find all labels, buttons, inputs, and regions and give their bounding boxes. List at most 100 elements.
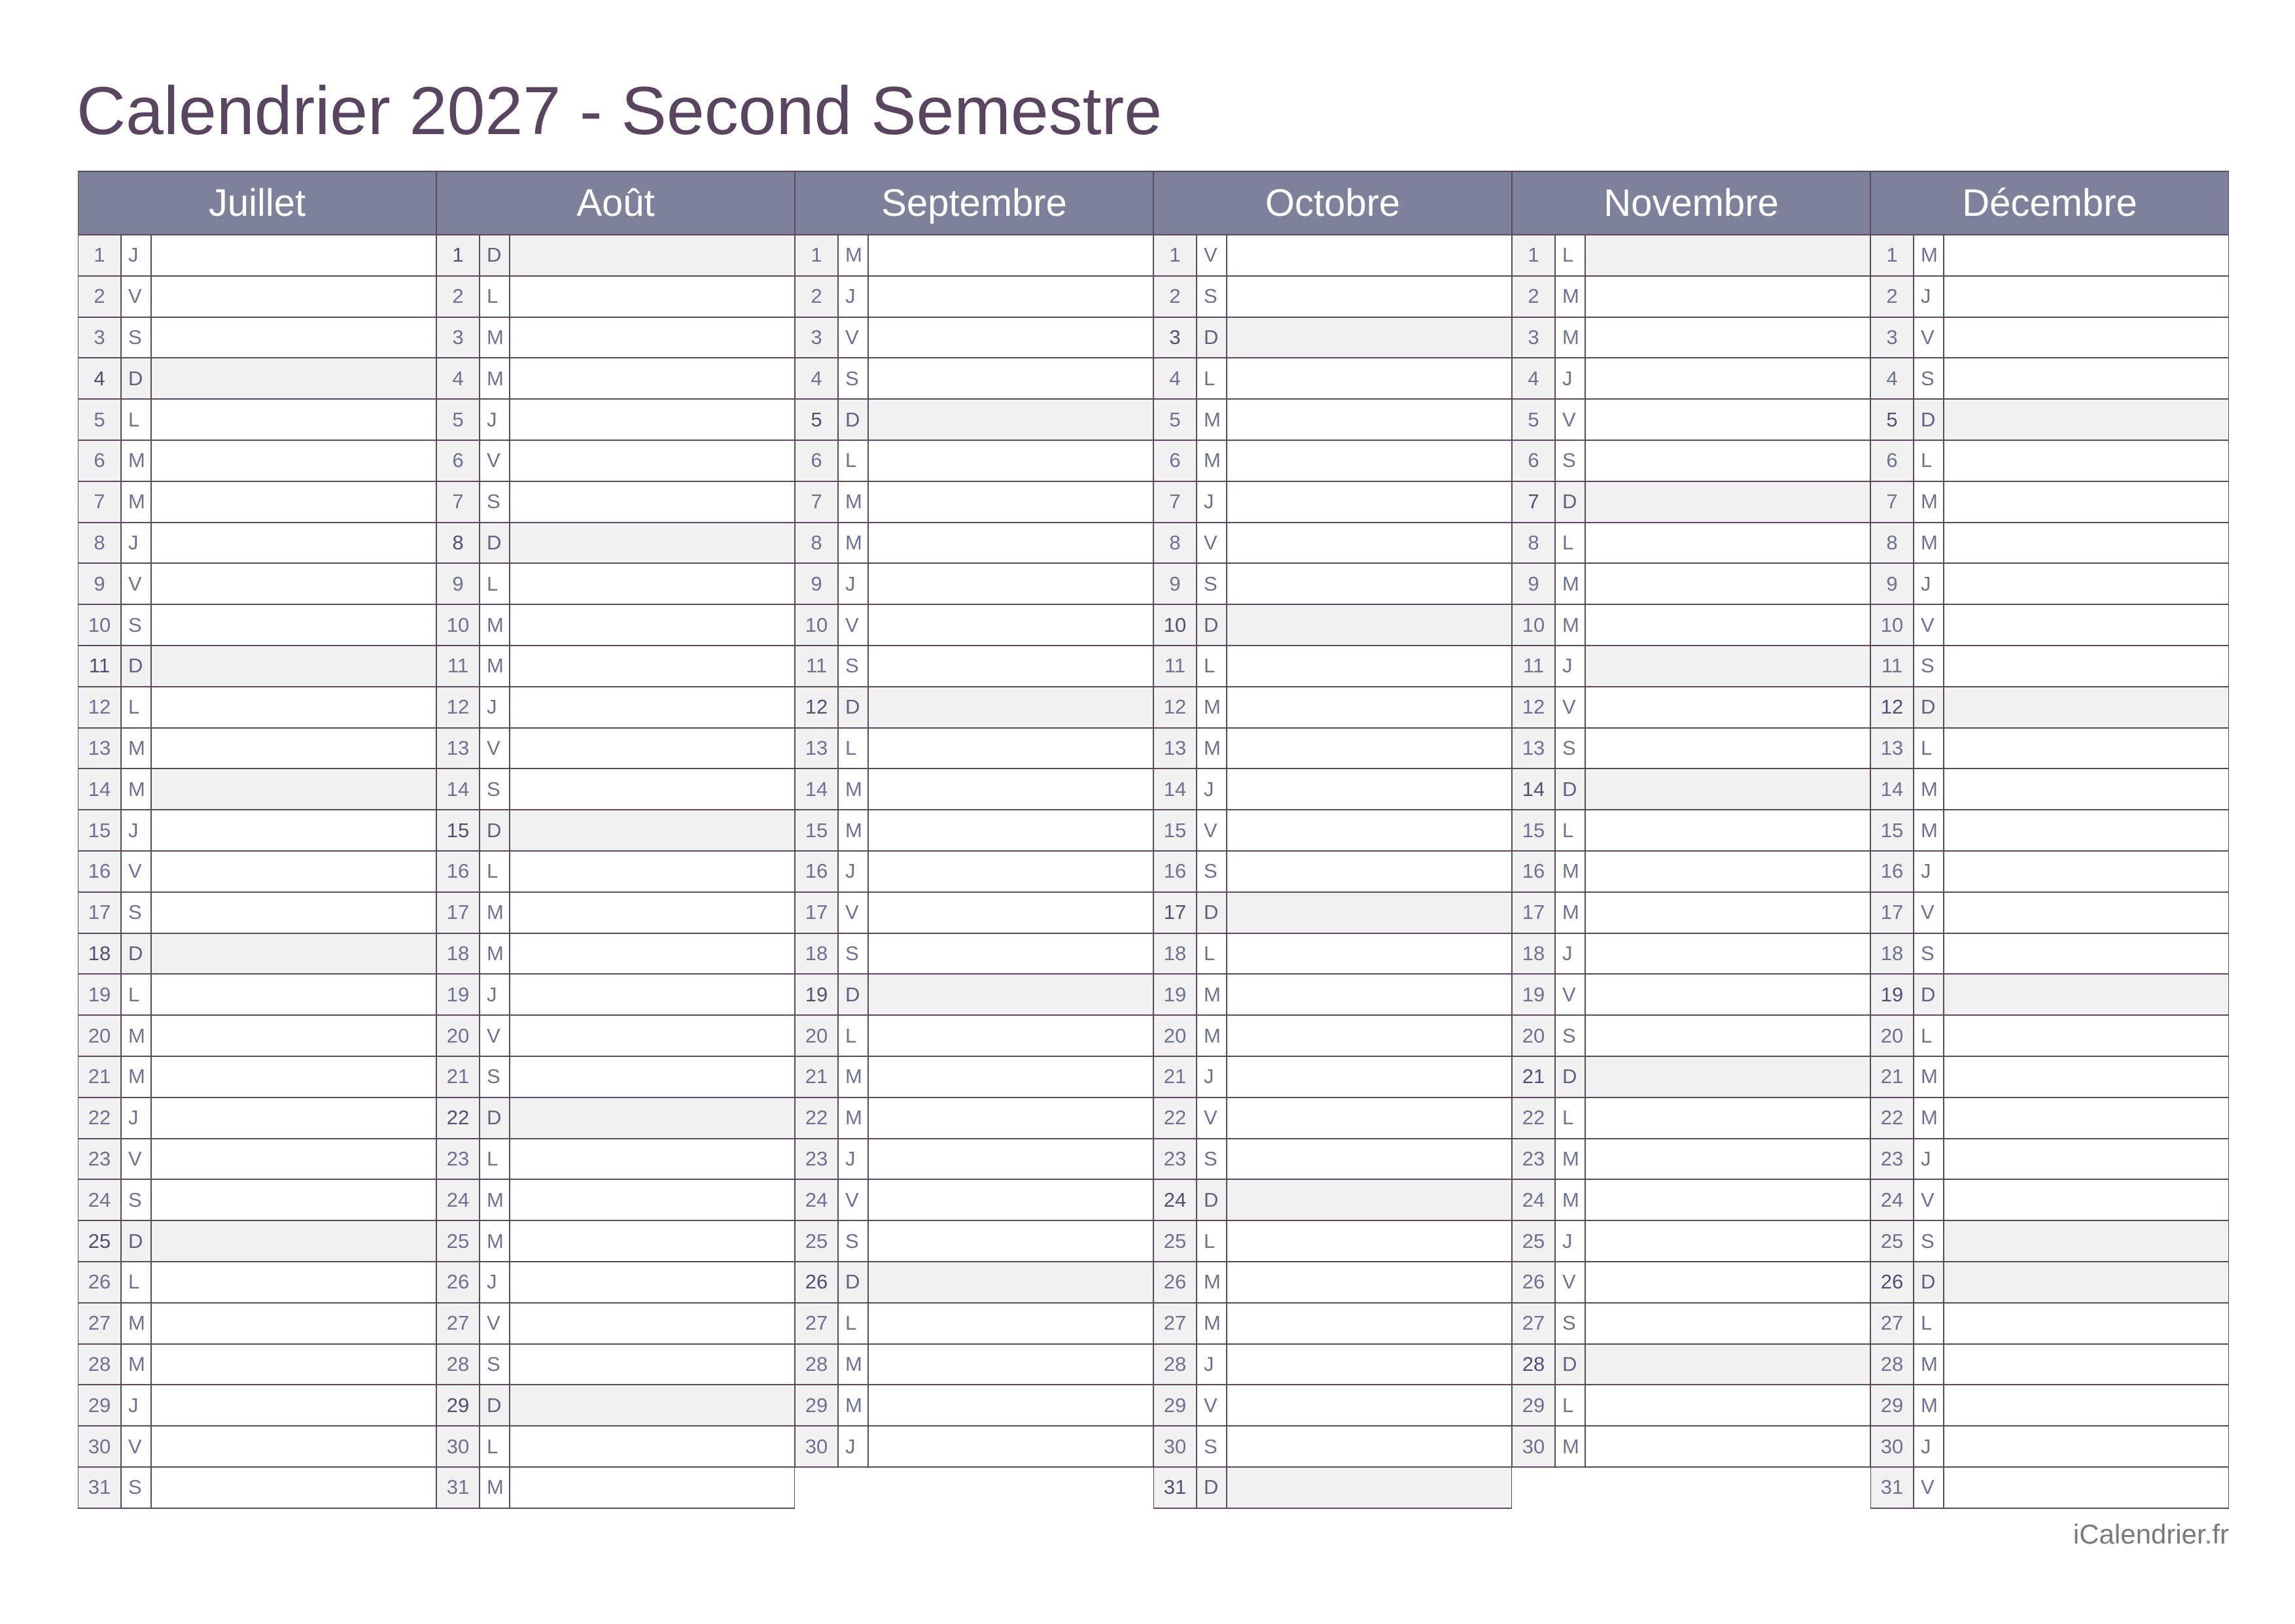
note-cell[interactable] xyxy=(510,523,794,563)
note-cell[interactable] xyxy=(1944,523,2228,563)
note-cell[interactable] xyxy=(1944,646,2228,686)
note-cell[interactable] xyxy=(1944,1344,2228,1385)
note-cell[interactable] xyxy=(1227,440,1511,481)
note-cell[interactable] xyxy=(1586,235,1870,275)
note-cell[interactable] xyxy=(1944,276,2228,317)
note-cell[interactable] xyxy=(1944,810,2228,850)
note-cell[interactable] xyxy=(152,605,436,645)
note-cell[interactable] xyxy=(152,1097,436,1138)
note-cell[interactable] xyxy=(1944,1262,2228,1302)
note-cell[interactable] xyxy=(152,975,436,1015)
note-cell[interactable] xyxy=(1586,358,1870,399)
note-cell[interactable] xyxy=(869,1426,1153,1466)
note-cell[interactable] xyxy=(1227,851,1511,891)
note-cell[interactable] xyxy=(1944,975,2228,1015)
note-cell[interactable] xyxy=(510,1467,794,1508)
note-cell[interactable] xyxy=(1227,687,1511,727)
note-cell[interactable] xyxy=(510,810,794,850)
note-cell[interactable] xyxy=(1227,317,1511,358)
note-cell[interactable] xyxy=(152,1426,436,1466)
note-cell[interactable] xyxy=(1227,235,1511,275)
note-cell[interactable] xyxy=(1586,605,1870,645)
note-cell[interactable] xyxy=(510,1221,794,1261)
note-cell[interactable] xyxy=(510,933,794,974)
note-cell[interactable] xyxy=(1944,728,2228,769)
note-cell[interactable] xyxy=(1586,851,1870,891)
note-cell[interactable] xyxy=(510,235,794,275)
note-cell[interactable] xyxy=(510,851,794,891)
note-cell[interactable] xyxy=(1944,1467,2228,1508)
note-cell[interactable] xyxy=(1227,646,1511,686)
note-cell[interactable] xyxy=(1586,975,1870,1015)
note-cell[interactable] xyxy=(869,1221,1153,1261)
note-cell[interactable] xyxy=(869,1303,1153,1343)
note-cell[interactable] xyxy=(152,687,436,727)
note-cell[interactable] xyxy=(869,400,1153,440)
note-cell[interactable] xyxy=(152,235,436,275)
note-cell[interactable] xyxy=(1586,1385,1870,1426)
note-cell[interactable] xyxy=(869,933,1153,974)
note-cell[interactable] xyxy=(152,1262,436,1302)
note-cell[interactable] xyxy=(869,564,1153,604)
note-cell[interactable] xyxy=(869,440,1153,481)
note-cell[interactable] xyxy=(1586,564,1870,604)
note-cell[interactable] xyxy=(152,892,436,933)
note-cell[interactable] xyxy=(869,1056,1153,1097)
note-cell[interactable] xyxy=(1586,1426,1870,1466)
note-cell[interactable] xyxy=(869,276,1153,317)
note-cell[interactable] xyxy=(1944,481,2228,522)
note-cell[interactable] xyxy=(510,440,794,481)
note-cell[interactable] xyxy=(1586,523,1870,563)
note-cell[interactable] xyxy=(152,646,436,686)
note-cell[interactable] xyxy=(1227,728,1511,769)
note-cell[interactable] xyxy=(1227,1385,1511,1426)
note-cell[interactable] xyxy=(1227,1056,1511,1097)
note-cell[interactable] xyxy=(1227,523,1511,563)
note-cell[interactable] xyxy=(510,1016,794,1056)
note-cell[interactable] xyxy=(510,1139,794,1179)
note-cell[interactable] xyxy=(1227,1221,1511,1261)
note-cell[interactable] xyxy=(1944,440,2228,481)
note-cell[interactable] xyxy=(510,1426,794,1466)
note-cell[interactable] xyxy=(152,1385,436,1426)
note-cell[interactable] xyxy=(1586,276,1870,317)
note-cell[interactable] xyxy=(1227,1180,1511,1220)
note-cell[interactable] xyxy=(1944,235,2228,275)
note-cell[interactable] xyxy=(1227,892,1511,933)
note-cell[interactable] xyxy=(152,851,436,891)
note-cell[interactable] xyxy=(510,317,794,358)
note-cell[interactable] xyxy=(510,400,794,440)
note-cell[interactable] xyxy=(1227,933,1511,974)
note-cell[interactable] xyxy=(152,358,436,399)
note-cell[interactable] xyxy=(1227,358,1511,399)
note-cell[interactable] xyxy=(1227,1139,1511,1179)
note-cell[interactable] xyxy=(869,1139,1153,1179)
note-cell[interactable] xyxy=(510,687,794,727)
note-cell[interactable] xyxy=(1944,851,2228,891)
note-cell[interactable] xyxy=(1227,564,1511,604)
note-cell[interactable] xyxy=(1586,481,1870,522)
note-cell[interactable] xyxy=(1227,769,1511,810)
note-cell[interactable] xyxy=(1586,1097,1870,1138)
note-cell[interactable] xyxy=(1944,1097,2228,1138)
note-cell[interactable] xyxy=(869,605,1153,645)
note-cell[interactable] xyxy=(152,810,436,850)
note-cell[interactable] xyxy=(1586,728,1870,769)
note-cell[interactable] xyxy=(152,933,436,974)
note-cell[interactable] xyxy=(510,1385,794,1426)
note-cell[interactable] xyxy=(152,276,436,317)
note-cell[interactable] xyxy=(1227,605,1511,645)
note-cell[interactable] xyxy=(1227,1262,1511,1302)
note-cell[interactable] xyxy=(869,1180,1153,1220)
note-cell[interactable] xyxy=(1944,1426,2228,1466)
note-cell[interactable] xyxy=(510,564,794,604)
note-cell[interactable] xyxy=(1586,1139,1870,1179)
note-cell[interactable] xyxy=(152,1221,436,1261)
note-cell[interactable] xyxy=(152,481,436,522)
note-cell[interactable] xyxy=(869,646,1153,686)
note-cell[interactable] xyxy=(869,1262,1153,1302)
note-cell[interactable] xyxy=(1586,1016,1870,1056)
note-cell[interactable] xyxy=(1586,892,1870,933)
note-cell[interactable] xyxy=(1227,1426,1511,1466)
note-cell[interactable] xyxy=(869,1097,1153,1138)
